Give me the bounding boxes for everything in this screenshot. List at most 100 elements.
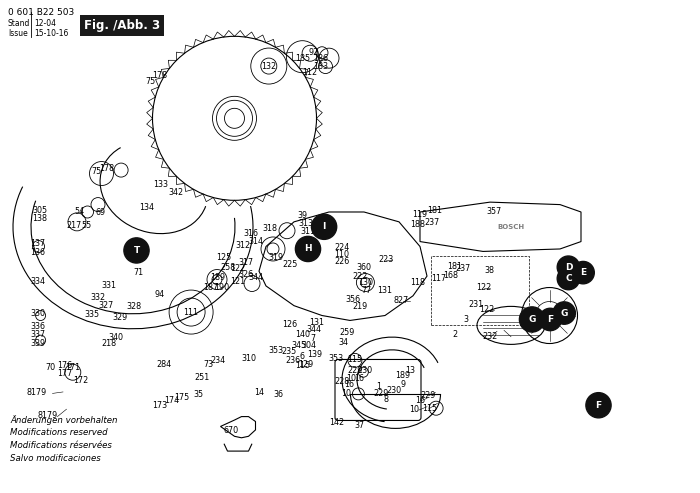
- Text: 1: 1: [376, 382, 382, 390]
- Circle shape: [312, 214, 337, 240]
- Text: 10: 10: [409, 405, 419, 414]
- Text: 229: 229: [347, 366, 363, 375]
- Text: 71: 71: [134, 268, 143, 277]
- Circle shape: [539, 308, 561, 331]
- Text: 190: 190: [214, 283, 230, 292]
- Text: G: G: [528, 315, 536, 324]
- Text: 328: 328: [126, 302, 141, 311]
- Text: 132: 132: [261, 62, 277, 70]
- Text: 129: 129: [298, 360, 314, 369]
- Text: Änderungen vorbehalten: Änderungen vorbehalten: [10, 415, 118, 425]
- Text: 133: 133: [153, 180, 169, 189]
- Text: 119: 119: [412, 210, 428, 219]
- Text: 222: 222: [352, 272, 368, 281]
- Text: 168: 168: [443, 271, 459, 280]
- Text: 237: 237: [424, 218, 440, 227]
- Text: H: H: [304, 245, 312, 253]
- Text: 224: 224: [334, 243, 349, 252]
- Text: 122: 122: [230, 264, 246, 273]
- Text: 344: 344: [306, 325, 321, 334]
- Circle shape: [586, 392, 611, 418]
- Text: Issue: Issue: [8, 29, 28, 38]
- Text: 332: 332: [90, 293, 106, 302]
- Text: 138: 138: [32, 214, 48, 223]
- Circle shape: [519, 307, 545, 332]
- Text: 94: 94: [155, 290, 164, 299]
- Text: 357: 357: [486, 208, 502, 216]
- Text: 70: 70: [46, 363, 55, 372]
- Text: 232: 232: [482, 332, 498, 341]
- Text: 16: 16: [415, 396, 425, 405]
- Text: 827: 827: [393, 296, 409, 305]
- Text: Salvo modificaciones: Salvo modificaciones: [10, 454, 101, 463]
- Text: 188: 188: [410, 220, 426, 229]
- Text: 178: 178: [152, 71, 167, 80]
- Text: 171: 171: [65, 363, 80, 372]
- Text: 8179: 8179: [27, 388, 47, 397]
- Text: 319: 319: [268, 253, 284, 262]
- Text: 226: 226: [334, 257, 349, 266]
- Text: 0 601 B22 503: 0 601 B22 503: [8, 8, 74, 17]
- Text: BOSCH: BOSCH: [498, 224, 524, 230]
- Text: 172: 172: [74, 376, 89, 385]
- Text: G: G: [561, 309, 568, 317]
- Text: 326: 326: [238, 270, 253, 279]
- Text: 122: 122: [479, 305, 494, 314]
- Circle shape: [295, 236, 321, 262]
- Text: 181: 181: [447, 262, 462, 271]
- Text: 173: 173: [152, 401, 167, 410]
- Text: 117: 117: [431, 274, 447, 282]
- Text: 235: 235: [281, 347, 297, 355]
- Text: 36: 36: [274, 390, 284, 399]
- Text: 218: 218: [101, 339, 116, 348]
- Circle shape: [124, 238, 149, 263]
- Circle shape: [557, 256, 580, 279]
- Bar: [80, 15, 164, 36]
- Text: 189: 189: [210, 273, 225, 282]
- Text: 122: 122: [476, 283, 491, 292]
- Text: 284: 284: [156, 360, 172, 369]
- Text: 340: 340: [108, 333, 123, 342]
- Text: 15-10-16: 15-10-16: [34, 29, 69, 38]
- Text: 185: 185: [295, 54, 310, 63]
- Text: 126: 126: [282, 320, 298, 329]
- Text: 2: 2: [452, 330, 458, 339]
- Text: 236: 236: [285, 356, 300, 365]
- Text: 6: 6: [300, 352, 305, 361]
- Text: 331: 331: [101, 281, 116, 290]
- Text: 312: 312: [235, 241, 251, 249]
- Text: 14: 14: [254, 388, 264, 397]
- Text: 73: 73: [204, 360, 214, 369]
- Text: 310: 310: [241, 354, 257, 363]
- Text: 92: 92: [309, 48, 318, 57]
- Text: 34: 34: [339, 338, 349, 347]
- Text: 217: 217: [66, 221, 82, 230]
- Text: 115: 115: [422, 404, 438, 413]
- Text: 317: 317: [238, 258, 253, 267]
- Text: 111: 111: [183, 308, 198, 317]
- Text: 225: 225: [282, 260, 298, 269]
- Text: 219: 219: [352, 302, 368, 311]
- Text: 670: 670: [223, 426, 239, 435]
- Text: 16: 16: [354, 374, 364, 383]
- Text: 176: 176: [57, 361, 72, 370]
- Text: Modifications réservées: Modifications réservées: [10, 441, 112, 450]
- Text: 356: 356: [345, 295, 361, 304]
- Text: 231: 231: [468, 300, 484, 309]
- Text: I: I: [323, 222, 326, 231]
- Text: 175: 175: [174, 393, 190, 402]
- Text: 360: 360: [356, 263, 372, 272]
- Text: 186: 186: [313, 54, 328, 63]
- Text: 110: 110: [334, 250, 349, 259]
- Text: 314: 314: [248, 237, 263, 246]
- Text: 125: 125: [216, 253, 232, 262]
- Text: C: C: [565, 274, 572, 283]
- Text: 139: 139: [307, 350, 323, 359]
- Text: 13: 13: [405, 366, 415, 375]
- Circle shape: [557, 267, 580, 290]
- Text: 137: 137: [30, 239, 46, 248]
- Text: 223: 223: [378, 255, 393, 264]
- Text: 16: 16: [344, 380, 354, 389]
- Text: 121: 121: [230, 278, 246, 286]
- Text: 353: 353: [268, 346, 284, 355]
